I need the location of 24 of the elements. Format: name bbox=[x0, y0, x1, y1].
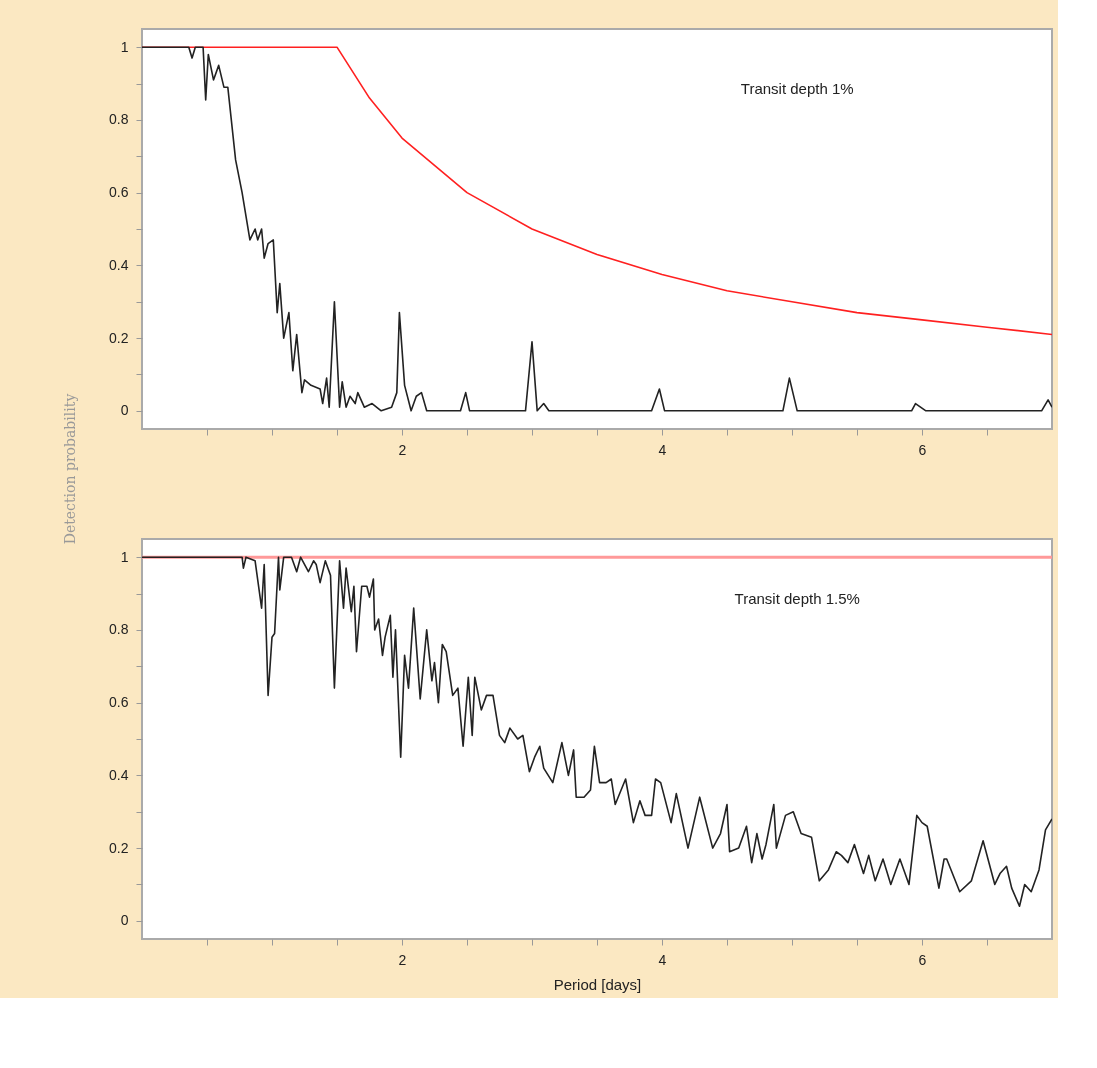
y-tick-label: 1 bbox=[120, 548, 129, 565]
y-tick-label: 0.8 bbox=[109, 621, 129, 638]
x-tick-label: 2 bbox=[398, 951, 407, 968]
annotation: Transit depth 1.5% bbox=[734, 590, 860, 607]
y-tick-label: 1 bbox=[120, 38, 129, 55]
y-tick-label: 0.2 bbox=[109, 839, 129, 856]
x-tick-label: 2 bbox=[398, 441, 407, 458]
x-axis-title: Period [days] bbox=[553, 975, 642, 993]
x-tick-label: 6 bbox=[918, 951, 927, 968]
y-axis-title: Detection probability bbox=[62, 393, 78, 545]
y-tick-label: 0.8 bbox=[109, 111, 129, 128]
x-tick-label: 4 bbox=[658, 441, 667, 458]
annotation: Transit depth 1% bbox=[740, 80, 854, 97]
line-series bbox=[142, 556, 1052, 908]
y-tick-label: 0.6 bbox=[109, 184, 129, 201]
x-tick-label: 4 bbox=[658, 951, 667, 968]
line-series bbox=[142, 46, 1052, 412]
y-tick-label: 0.6 bbox=[109, 694, 129, 711]
y-tick-label: 0 bbox=[120, 402, 129, 419]
y-tick-label: 0.4 bbox=[109, 256, 129, 273]
x-tick-label: 6 bbox=[918, 441, 927, 458]
y-tick-label: 0 bbox=[120, 912, 129, 929]
y-tick-label: 0.2 bbox=[109, 329, 129, 346]
y-tick-label: 0.4 bbox=[109, 766, 129, 783]
